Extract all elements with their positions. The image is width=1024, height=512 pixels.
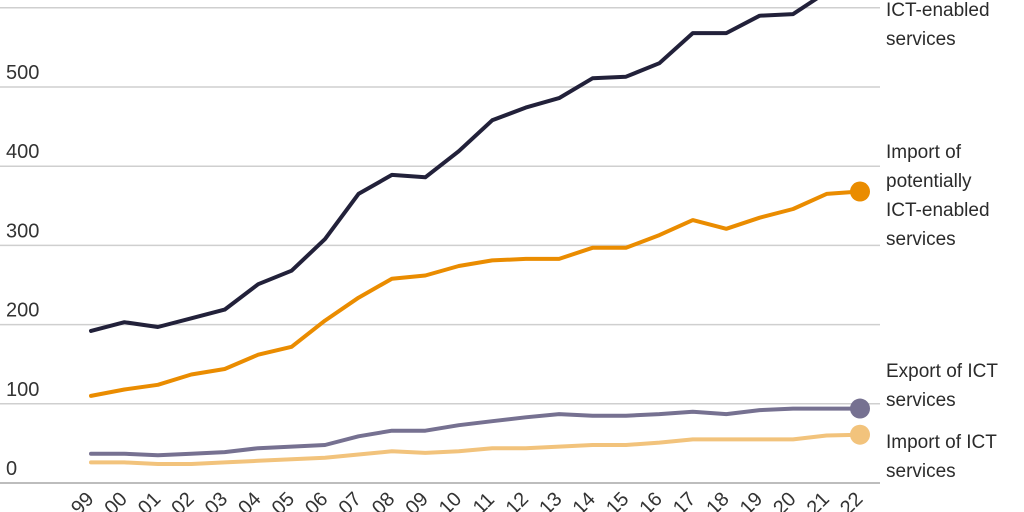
y-tick-label: 100 — [6, 379, 39, 401]
end-marker-3 — [850, 424, 870, 445]
legend-labels: ICT-enabled services Import of potentially I… — [886, 0, 998, 482]
x-tick-label: 14 — [569, 488, 600, 512]
series-lines — [89, 0, 862, 466]
series-line-0 — [89, 0, 819, 333]
x-tick-label: 18 — [702, 488, 733, 512]
series-line-1 — [89, 189, 862, 398]
series-line-3 — [89, 432, 862, 466]
x-tick-label: 22 — [836, 488, 867, 512]
y-tick-label: 500 — [6, 62, 39, 84]
legend-label-1: Import of potentially ICT-enabled services — [886, 142, 990, 250]
x-tick-label: 12 — [502, 488, 533, 512]
x-tick-label: 08 — [368, 488, 399, 512]
x-tick-label: 03 — [201, 488, 232, 512]
y-tick-label: 400 — [6, 141, 39, 163]
x-tick-label: 16 — [636, 488, 667, 512]
x-tick-label: 07 — [335, 488, 366, 512]
y-axis-tick-labels: 0 100 200 300 400 500 — [6, 62, 39, 480]
x-tick-label: 15 — [602, 488, 633, 512]
x-tick-label: 19 — [736, 488, 767, 512]
x-tick-label: 20 — [769, 488, 800, 512]
x-tick-label: 05 — [268, 488, 299, 512]
series-line-2 — [89, 406, 862, 458]
x-axis-tick-labels: 99 00 01 02 03 04 05 06 07 08 09 10 11 12 13 14 15 16 17 18… — [67, 488, 867, 512]
x-tick-label: 17 — [669, 488, 700, 512]
x-tick-label: 01 — [134, 488, 165, 512]
y-tick-label: 300 — [6, 220, 39, 242]
end-markers — [850, 181, 870, 445]
x-tick-label: 11 — [469, 489, 499, 512]
x-tick-label: 09 — [401, 488, 432, 512]
x-tick-label: 00 — [101, 488, 132, 512]
legend-label-0: ICT-enabled services — [886, 0, 990, 50]
legend-label-2: Export of ICT services — [886, 361, 998, 411]
end-marker-1 — [850, 181, 870, 202]
x-tick-label: 99 — [67, 488, 98, 512]
y-tick-label: 200 — [6, 300, 39, 322]
x-tick-label: 13 — [535, 488, 566, 512]
x-tick-label: 04 — [234, 488, 265, 512]
x-tick-label: 06 — [301, 488, 332, 512]
x-tick-label: 02 — [167, 488, 198, 512]
legend-label-3: Import of ICT services — [886, 432, 997, 482]
end-marker-2 — [850, 398, 870, 419]
x-tick-label: 10 — [435, 488, 466, 512]
y-tick-label: 0 — [6, 458, 17, 480]
x-tick-label: 21 — [803, 488, 834, 512]
